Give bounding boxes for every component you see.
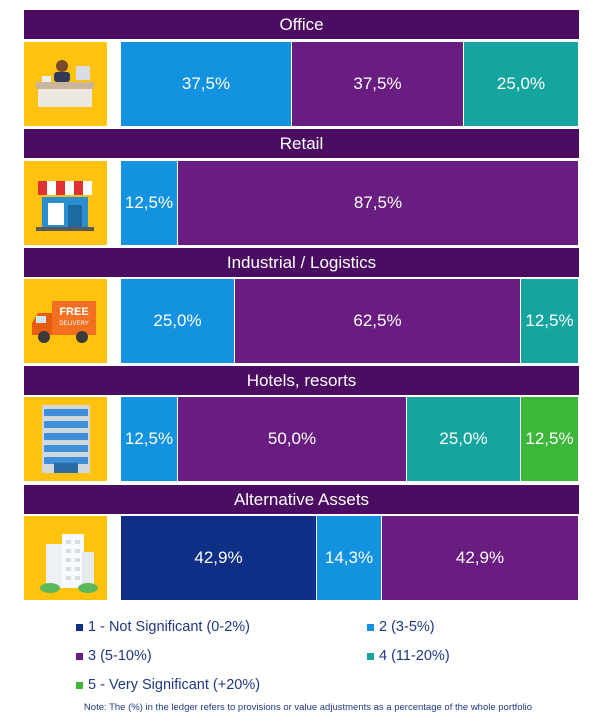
- legend-label: 1 - Not Significant (0-2%): [88, 619, 250, 635]
- legend-label: 4 (11-20%): [379, 648, 450, 664]
- legend-item: 2 (3-5%): [367, 619, 435, 635]
- bar-segment: 42,9%: [382, 516, 578, 600]
- legend-label: 2 (3-5%): [379, 619, 435, 635]
- legend-swatch: [76, 623, 83, 631]
- legend-item: 4 (11-20%): [367, 648, 450, 664]
- legend-item: 5 - Very Significant (+20%): [76, 677, 260, 693]
- data-label: 37,5%: [181, 74, 231, 93]
- alternative-buildings-icon: [24, 516, 107, 600]
- data-label: 42,9%: [194, 548, 243, 567]
- data-label: 12,5%: [124, 429, 174, 448]
- data-label: 14,3%: [324, 548, 374, 567]
- bar-segment: 12,5%: [121, 397, 178, 481]
- data-label: 25,0%: [153, 311, 202, 330]
- truck-sign-delivery: DELIVERY: [59, 321, 89, 327]
- bar-segment: 62,5%: [235, 279, 521, 363]
- data-label: 12,5%: [525, 429, 574, 448]
- legend-label: 5 - Very Significant (+20%): [88, 677, 261, 693]
- office-desk-icon: [24, 42, 107, 126]
- data-label: 25,0%: [439, 429, 488, 448]
- stacked-bar: 12,5% 50,0% 25,0% 12,5%: [121, 397, 578, 481]
- data-label: 87,5%: [353, 193, 403, 212]
- stacked-bar: 42,9% 14,3% 42,9%: [121, 516, 578, 600]
- bar-segment: 37,5%: [292, 42, 464, 126]
- data-label: 37,5%: [353, 74, 402, 93]
- truck-sign-free: FREE: [59, 306, 88, 318]
- category-header: Retail: [24, 129, 579, 158]
- bar-segment: 25,0%: [464, 42, 578, 126]
- bar-segment: 25,0%: [121, 279, 235, 363]
- data-label: 50,0%: [267, 429, 317, 448]
- stacked-bar: 25,0% 62,5% 12,5%: [121, 279, 578, 363]
- bar-segment: 42,9%: [121, 516, 317, 600]
- data-label: 42,9%: [455, 548, 505, 567]
- category-header: Office: [24, 10, 579, 39]
- legend-item: 3 (5-10%): [76, 648, 152, 664]
- category-header: Alternative Assets: [24, 485, 579, 514]
- bar-segment: 37,5%: [121, 42, 292, 126]
- legend-swatch: [76, 681, 83, 689]
- data-label: 12,5%: [525, 311, 574, 330]
- delivery-truck-icon: FREE DELIVERY: [24, 279, 107, 363]
- data-label: 62,5%: [353, 311, 402, 330]
- legend-swatch: [367, 652, 374, 660]
- retail-store-icon: [24, 161, 107, 245]
- footnote: Note: The (%) in the ledger refers to pr…: [83, 702, 533, 713]
- bar-segment: 50,0%: [178, 397, 407, 481]
- data-label: 12,5%: [124, 193, 174, 212]
- legend-label: 3 (5-10%): [88, 648, 152, 664]
- bar-segment: 12,5%: [121, 161, 178, 245]
- data-label: 25,0%: [496, 74, 546, 93]
- hotel-building-icon: [24, 397, 107, 481]
- bar-segment: 14,3%: [317, 516, 382, 600]
- bar-segment: 12,5%: [521, 279, 578, 363]
- legend-swatch: [76, 652, 83, 660]
- bar-segment: 25,0%: [407, 397, 521, 481]
- bar-segment: 12,5%: [521, 397, 578, 481]
- category-header: Industrial / Logistics: [24, 248, 579, 277]
- legend-swatch: [367, 623, 374, 631]
- category-header: Hotels, resorts: [24, 366, 579, 395]
- legend-item: 1 - Not Significant (0-2%): [76, 619, 250, 635]
- stacked-bar: 12,5% 87,5%: [121, 161, 578, 245]
- stacked-bar: 37,5% 37,5% 25,0%: [121, 42, 578, 126]
- bar-segment: 87,5%: [178, 161, 578, 245]
